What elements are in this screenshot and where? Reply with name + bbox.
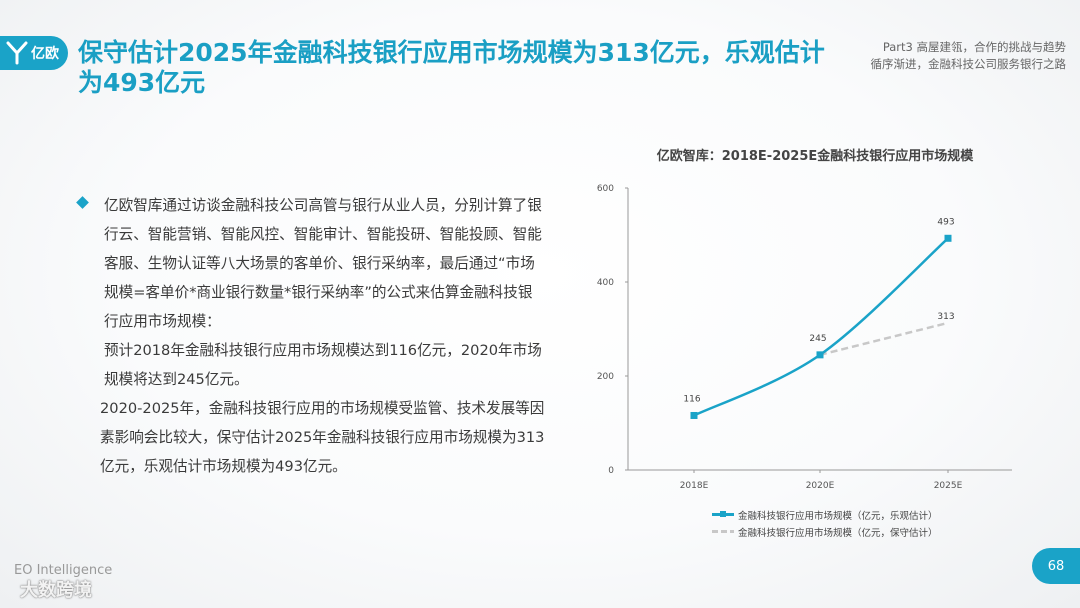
- legend-label-conservative: 金融科技银行应用市场规模（亿元，保守估计）: [738, 527, 938, 539]
- section-label-line-1: Part3 高屋建瓴，合作的挑战与趋势: [882, 40, 1066, 54]
- series-line-optimistic: [693, 237, 949, 417]
- bullet-diamond-icon: [76, 196, 89, 209]
- paragraph-forecast: 预计2018年金融科技银行应用市场规模达到116亿元，2020年市场规模将达到2…: [104, 342, 542, 388]
- data-label-optimistic: 116: [683, 394, 700, 404]
- series-point-optimistic: [816, 351, 824, 359]
- logo: 亿欧: [0, 36, 68, 70]
- y-tick-label: 400: [597, 278, 614, 288]
- x-tick-label: 2025E: [934, 481, 963, 491]
- market-size-chart: 0 200 400 600 2018E 2020E 2025E 116 245 493 313: [597, 184, 1012, 491]
- y-tick-label: 600: [597, 184, 614, 194]
- logo-text: 亿欧: [31, 46, 59, 62]
- series-point-optimistic: [944, 234, 952, 242]
- data-label-conservative: 313: [937, 312, 954, 322]
- y-tick-label: 200: [597, 372, 614, 382]
- chart-title: 亿欧智库：2018E-2025E金融科技银行应用市场规模: [656, 149, 974, 164]
- legend-label-optimistic: 金融科技银行应用市场规模（亿元，乐观估计）: [738, 510, 938, 522]
- legend-item-conservative: 金融科技银行应用市场规模（亿元，保守估计）: [712, 523, 938, 540]
- page-title: 保守估计2025年金融科技银行应用市场规模为313亿元，乐观估计为493亿元: [78, 38, 825, 97]
- paragraph-outlook: 2020-2025年，金融科技银行应用的市场规模受监管、技术发展等因素影响会比较…: [100, 400, 545, 475]
- data-label-optimistic: 493: [937, 217, 954, 227]
- y-tick-label: 0: [608, 466, 614, 476]
- data-label-optimistic: 245: [809, 334, 826, 344]
- paragraph-method: 亿欧智库通过访谈金融科技公司高管与银行从业人员，分别计算了银行云、智能营销、智能…: [104, 197, 542, 330]
- series-line-conservative: [819, 321, 949, 357]
- section-label: Part3 高屋建瓴，合作的挑战与趋势 循序渐进，金融科技公司服务银行之路: [826, 39, 1067, 73]
- legend-swatch-dashed: [712, 530, 734, 533]
- x-tick-label: 2020E: [806, 481, 835, 491]
- legend-swatch-solid: [712, 511, 734, 517]
- section-label-line-2: 循序渐进，金融科技公司服务银行之路: [870, 57, 1067, 71]
- chart-legend: 金融科技银行应用市场规模（亿元，乐观估计） 金融科技银行应用市场规模（亿元，保守…: [712, 506, 938, 540]
- logo-y-icon: [6, 41, 28, 65]
- page-number: 68: [1032, 548, 1080, 584]
- legend-item-optimistic: 金融科技银行应用市场规模（亿元，乐观估计）: [712, 506, 938, 523]
- x-tick-label: 2018E: [680, 481, 709, 491]
- footer-source: EO Intelligence: [14, 563, 113, 578]
- series-point-optimistic: [690, 411, 698, 419]
- body-text: 亿欧智库通过访谈金融科技公司高管与银行从业人员，分别计算了银行云、智能营销、智能…: [76, 191, 546, 481]
- watermark: 大数跨境: [20, 580, 92, 601]
